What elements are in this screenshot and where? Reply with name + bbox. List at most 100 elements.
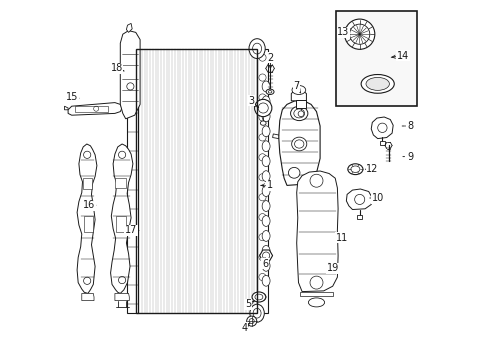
Text: 3: 3 [248, 96, 254, 106]
Polygon shape [257, 49, 267, 313]
Circle shape [258, 194, 265, 201]
Text: 2: 2 [267, 53, 273, 63]
Text: 8: 8 [406, 121, 412, 131]
Ellipse shape [252, 43, 261, 54]
Text: 12: 12 [366, 164, 378, 174]
Text: 16: 16 [82, 200, 95, 210]
Circle shape [258, 114, 265, 121]
Polygon shape [278, 101, 320, 185]
Ellipse shape [350, 166, 359, 172]
Ellipse shape [291, 85, 305, 94]
Polygon shape [68, 103, 122, 115]
Ellipse shape [262, 126, 269, 137]
Ellipse shape [290, 106, 307, 121]
Ellipse shape [262, 96, 269, 107]
Polygon shape [272, 134, 278, 139]
Circle shape [258, 154, 265, 161]
Ellipse shape [262, 171, 269, 181]
Circle shape [246, 316, 256, 326]
Polygon shape [300, 292, 332, 296]
Text: 13: 13 [337, 27, 349, 37]
Ellipse shape [262, 246, 269, 256]
Polygon shape [346, 189, 371, 210]
Text: 18: 18 [110, 63, 122, 73]
Ellipse shape [265, 89, 273, 94]
Bar [115, 216, 126, 232]
Bar [83, 178, 92, 189]
Polygon shape [259, 250, 272, 261]
Ellipse shape [288, 167, 299, 178]
Text: 17: 17 [124, 225, 137, 235]
Ellipse shape [365, 77, 388, 90]
Polygon shape [291, 90, 306, 101]
Ellipse shape [294, 140, 303, 148]
Circle shape [258, 94, 265, 101]
Polygon shape [110, 144, 133, 293]
Polygon shape [127, 49, 138, 313]
Circle shape [258, 174, 265, 181]
Bar [336, 11, 416, 106]
Circle shape [258, 274, 265, 281]
Ellipse shape [253, 308, 261, 318]
Ellipse shape [262, 186, 269, 197]
Ellipse shape [308, 298, 324, 307]
Bar [295, 100, 306, 108]
Ellipse shape [262, 111, 269, 122]
Ellipse shape [249, 304, 264, 322]
Circle shape [258, 293, 265, 301]
Bar [115, 178, 125, 188]
Polygon shape [126, 23, 132, 32]
Circle shape [298, 111, 303, 117]
Ellipse shape [361, 75, 393, 93]
Bar [84, 216, 93, 232]
Text: 9: 9 [406, 152, 412, 162]
Circle shape [258, 234, 265, 241]
Text: 6: 6 [262, 258, 267, 269]
Text: 14: 14 [396, 51, 408, 61]
Ellipse shape [248, 39, 264, 58]
Polygon shape [115, 293, 129, 301]
Text: 5: 5 [244, 299, 251, 309]
Polygon shape [296, 171, 337, 292]
Circle shape [258, 54, 265, 61]
Circle shape [344, 19, 374, 49]
Text: 7: 7 [293, 81, 299, 91]
Text: 10: 10 [371, 193, 383, 203]
Polygon shape [64, 106, 68, 110]
Ellipse shape [262, 260, 269, 271]
Circle shape [258, 74, 265, 81]
Ellipse shape [293, 109, 304, 118]
Ellipse shape [262, 216, 269, 226]
Polygon shape [120, 31, 140, 119]
Polygon shape [81, 293, 94, 301]
Circle shape [258, 103, 268, 113]
Bar [380, 141, 384, 145]
Ellipse shape [291, 137, 306, 151]
Ellipse shape [262, 230, 269, 241]
Circle shape [258, 253, 265, 261]
Ellipse shape [254, 294, 263, 300]
Polygon shape [136, 49, 257, 313]
Bar [356, 215, 362, 219]
Circle shape [258, 213, 265, 221]
Ellipse shape [262, 156, 269, 167]
Polygon shape [370, 117, 392, 139]
Ellipse shape [262, 141, 269, 152]
Ellipse shape [262, 201, 269, 211]
Circle shape [258, 134, 265, 141]
Text: 15: 15 [66, 92, 79, 102]
Circle shape [254, 99, 271, 117]
Polygon shape [77, 144, 97, 293]
Ellipse shape [251, 292, 265, 302]
Circle shape [349, 24, 369, 44]
Text: 4: 4 [241, 323, 247, 333]
Ellipse shape [347, 164, 362, 175]
Text: 19: 19 [326, 263, 338, 273]
Polygon shape [122, 37, 136, 68]
Ellipse shape [262, 81, 269, 92]
Bar [75, 106, 107, 112]
Ellipse shape [262, 275, 269, 286]
Text: 1: 1 [266, 180, 272, 190]
Text: 11: 11 [335, 233, 347, 243]
Ellipse shape [260, 121, 265, 125]
